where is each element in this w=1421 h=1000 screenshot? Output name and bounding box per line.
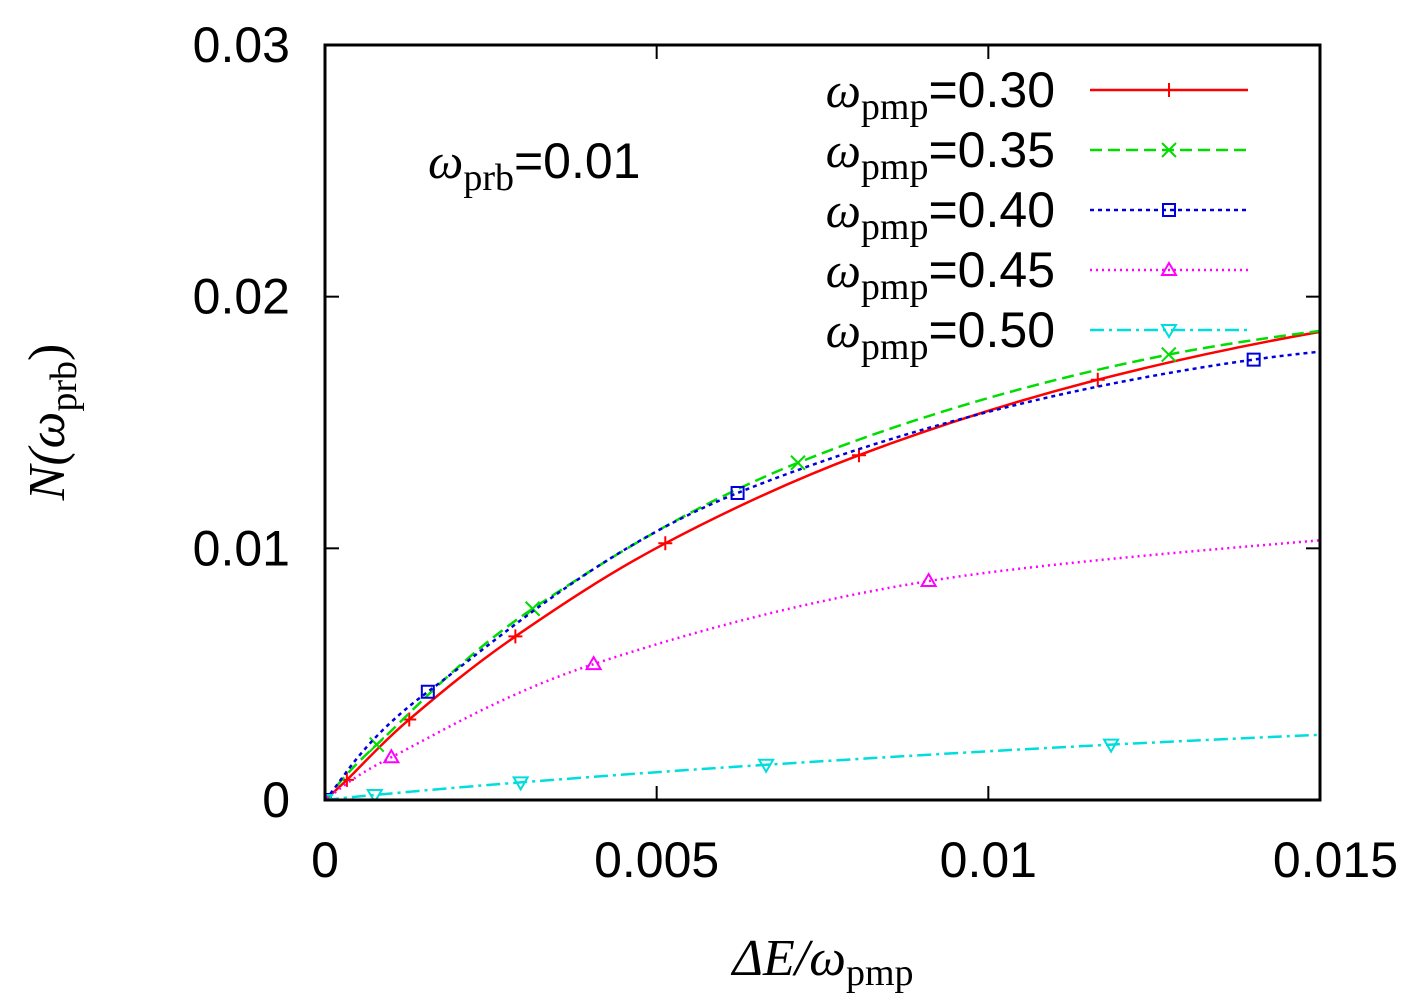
annotation-value: =0.01 (514, 133, 641, 189)
series-5-point-5 (1102, 738, 1120, 754)
y-axis-label-sub: prb (43, 361, 85, 412)
series-4-point-3 (584, 655, 603, 671)
series-3 (325, 350, 1320, 800)
y-axis-label-close: ) (19, 344, 76, 361)
series-layer (325, 315, 1407, 800)
y-tick-label-1: 0 (262, 772, 290, 828)
y-tick-label-3: 0.02 (193, 269, 290, 325)
series-4-point-2 (382, 748, 401, 764)
series-3-point-4 (1246, 352, 1261, 367)
legend-entry-1: ωpmp=0.30 (826, 62, 1248, 128)
legend-entry-2: ωpmp=0.35 (826, 122, 1248, 188)
annotation-omega-prb: ωprb=0.01 (428, 133, 640, 199)
x-axis-label-main: ΔE/ω (730, 930, 845, 987)
x-tick-label-2: 0.005 (594, 832, 719, 888)
series-2-point-5 (1161, 346, 1177, 363)
series-1-point-5 (658, 536, 673, 551)
y-tick-label-2: 0.01 (193, 520, 290, 576)
legend-marker-3 (1162, 203, 1176, 217)
tick-layer: 0 0.005 0.01 0.015 0 0.01 0.02 0.03 (193, 17, 1398, 888)
legend-label-2: ωpmp=0.35 (826, 122, 1055, 188)
legend-label-3: ωpmp=0.40 (826, 182, 1055, 248)
series-2-point-2 (369, 736, 385, 753)
series-2-line (325, 329, 1320, 800)
series-4 (325, 526, 1407, 800)
y-axis-label: N(ωprb) (19, 344, 85, 502)
x-tick-label-1: 0 (311, 832, 339, 888)
series-4-point-5 (1393, 526, 1407, 538)
x-axis-label: ΔE/ωpmp (730, 930, 913, 994)
x-axis-label-sub: pmp (846, 952, 914, 994)
legend: ωpmp=0.30ωpmp=0.35ωpmp=0.40ωpmp=0.45ωpmp… (826, 62, 1248, 368)
legend-marker-2 (1161, 142, 1177, 158)
series-5 (325, 733, 1320, 800)
legend-label-5: ωpmp=0.50 (826, 302, 1055, 368)
series-5-line (325, 733, 1320, 800)
series-1-point-6 (851, 448, 866, 463)
legend-marker-5 (1160, 324, 1178, 339)
series-4-point-4 (919, 572, 938, 588)
plot-frame (323, 43, 1322, 802)
series-1 (325, 315, 1387, 800)
x-tick-label-4: 0.015 (1273, 832, 1398, 888)
x-tick-label-3: 0.01 (940, 832, 1037, 888)
series-4-line (325, 539, 1320, 800)
y-tick-label-4: 0.03 (193, 17, 290, 73)
series-3-line (325, 350, 1320, 800)
series-1-point-7 (1090, 372, 1105, 387)
series-5-point-3 (511, 776, 530, 792)
legend-label-4: ωpmp=0.45 (826, 242, 1055, 308)
legend-entry-3: ωpmp=0.40 (826, 182, 1248, 248)
annotation-sub: prb (463, 157, 514, 199)
series-3-point-2 (420, 684, 435, 699)
legend-marker-1 (1162, 83, 1176, 97)
legend-entry-4: ωpmp=0.45 (826, 242, 1248, 308)
series-2-point-3 (524, 601, 541, 617)
series-3-point-3 (730, 485, 745, 500)
annotation-symbol: ω (428, 133, 463, 189)
y-axis-label-main: N(ω (19, 412, 76, 502)
legend-label-1: ωpmp=0.30 (826, 62, 1055, 128)
series-1-point-8 (1373, 315, 1387, 329)
series-2-point-4 (790, 455, 806, 471)
series-1-point-4 (508, 629, 523, 644)
legend-marker-4 (1160, 261, 1178, 276)
legend-entry-5: ωpmp=0.50 (826, 302, 1248, 368)
series-5-point-4 (757, 758, 775, 774)
series-5-point-2 (366, 788, 384, 800)
